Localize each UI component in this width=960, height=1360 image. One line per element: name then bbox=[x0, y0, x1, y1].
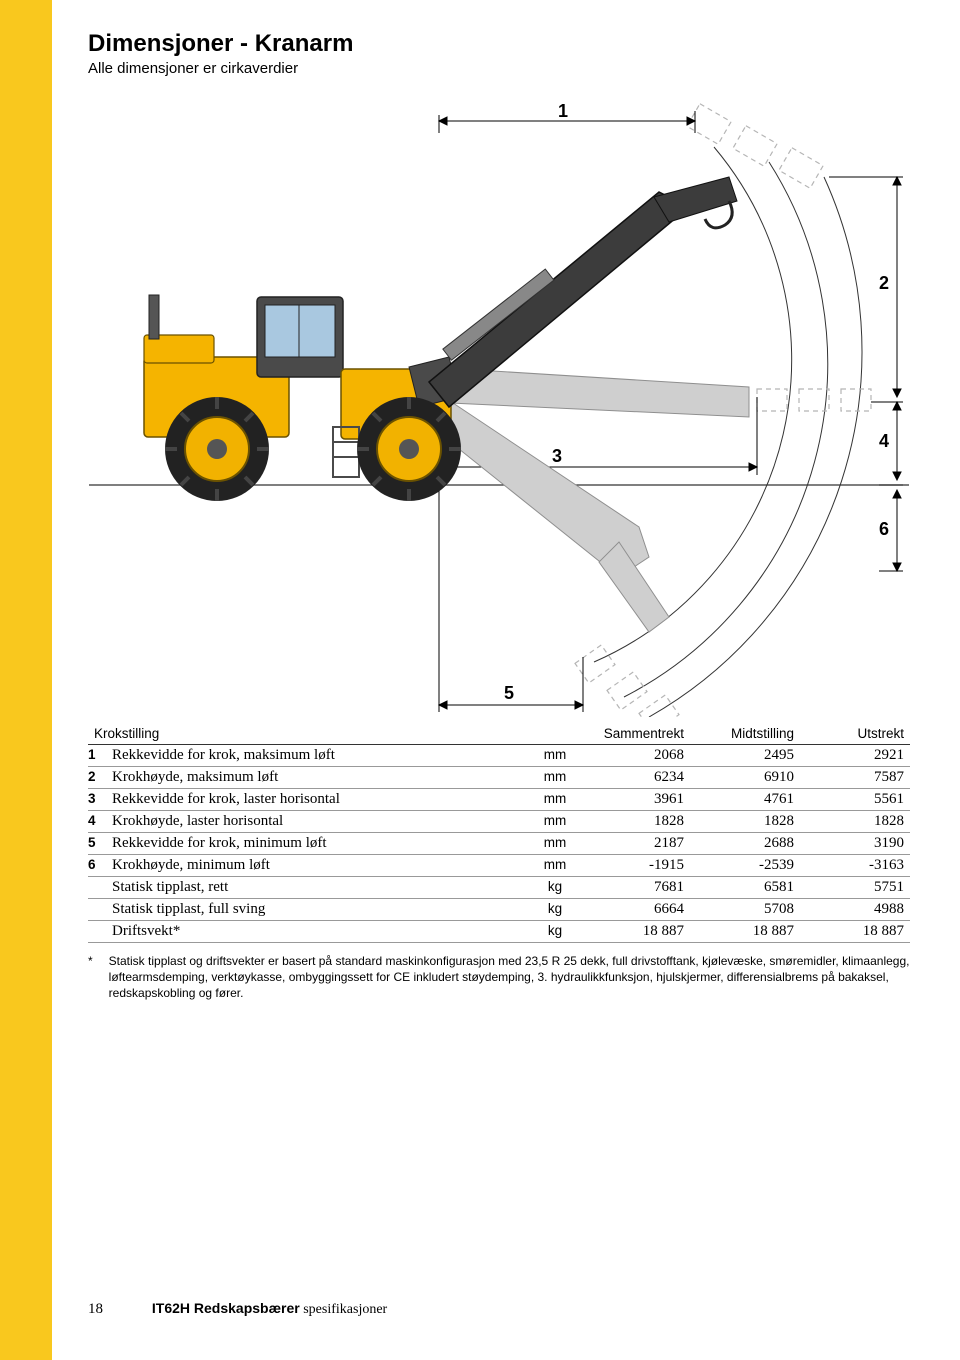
footnote-marker: * bbox=[88, 953, 93, 1002]
diagram-area: 1 2 4 bbox=[88, 97, 910, 717]
col-head-2: Midtstilling bbox=[690, 723, 800, 745]
table-row: Statisk tipplast, full svingkg6664570849… bbox=[88, 899, 910, 921]
page-content: Dimensjoner - Kranarm Alle dimensjoner e… bbox=[88, 30, 910, 1002]
table-row: 5Rekkevidde for krok, minimum løftmm2187… bbox=[88, 833, 910, 855]
page-title: Dimensjoner - Kranarm bbox=[88, 30, 910, 58]
col-head-1: Sammentrekt bbox=[580, 723, 690, 745]
table-row: Driftsvekt*kg18 88718 88718 887 bbox=[88, 921, 910, 943]
dim-label-5: 5 bbox=[504, 683, 514, 703]
page-footer: 18 IT62H Redskapsbærer spesifikasjoner bbox=[88, 1300, 387, 1318]
table-row: 6Krokhøyde, minimum løftmm-1915-2539-316… bbox=[88, 855, 910, 877]
col-head-unit bbox=[530, 723, 580, 745]
dim-label-2: 2 bbox=[879, 273, 889, 293]
footer-model: IT62H Redskapsbærer bbox=[152, 1300, 300, 1316]
page-subtitle: Alle dimensjoner er cirkaverdier bbox=[88, 60, 910, 77]
dim-label-1: 1 bbox=[558, 101, 568, 121]
footnote-text: Statisk tipplast og driftsvekter er base… bbox=[109, 953, 910, 1002]
dim-label-3: 3 bbox=[552, 446, 562, 466]
col-head-position: Krokstilling bbox=[88, 723, 530, 745]
table-row: 3Rekkevidde for krok, laster horisontalm… bbox=[88, 789, 910, 811]
footer-desc: spesifikasjoner bbox=[300, 1302, 387, 1317]
crane-diagram-svg: 1 2 4 bbox=[88, 97, 910, 717]
left-yellow-bar bbox=[0, 0, 52, 1360]
col-head-3: Utstrekt bbox=[800, 723, 910, 745]
page-number: 18 bbox=[88, 1301, 148, 1318]
table-row: 2Krokhøyde, maksimum løftmm623469107587 bbox=[88, 767, 910, 789]
loader-body-icon bbox=[144, 177, 737, 501]
dim-label-6: 6 bbox=[879, 519, 889, 539]
spec-table: Krokstilling Sammentrekt Midtstilling Ut… bbox=[88, 723, 910, 943]
table-row: Statisk tipplast, rettkg768165815751 bbox=[88, 877, 910, 899]
spec-table-body: 1Rekkevidde for krok, maksimum løftmm206… bbox=[88, 745, 910, 943]
table-row: 1Rekkevidde for krok, maksimum løftmm206… bbox=[88, 745, 910, 767]
dim-label-4: 4 bbox=[879, 431, 889, 451]
footnote: * Statisk tipplast og driftsvekter er ba… bbox=[88, 953, 910, 1002]
table-row: 4Krokhøyde, laster horisontalmm182818281… bbox=[88, 811, 910, 833]
